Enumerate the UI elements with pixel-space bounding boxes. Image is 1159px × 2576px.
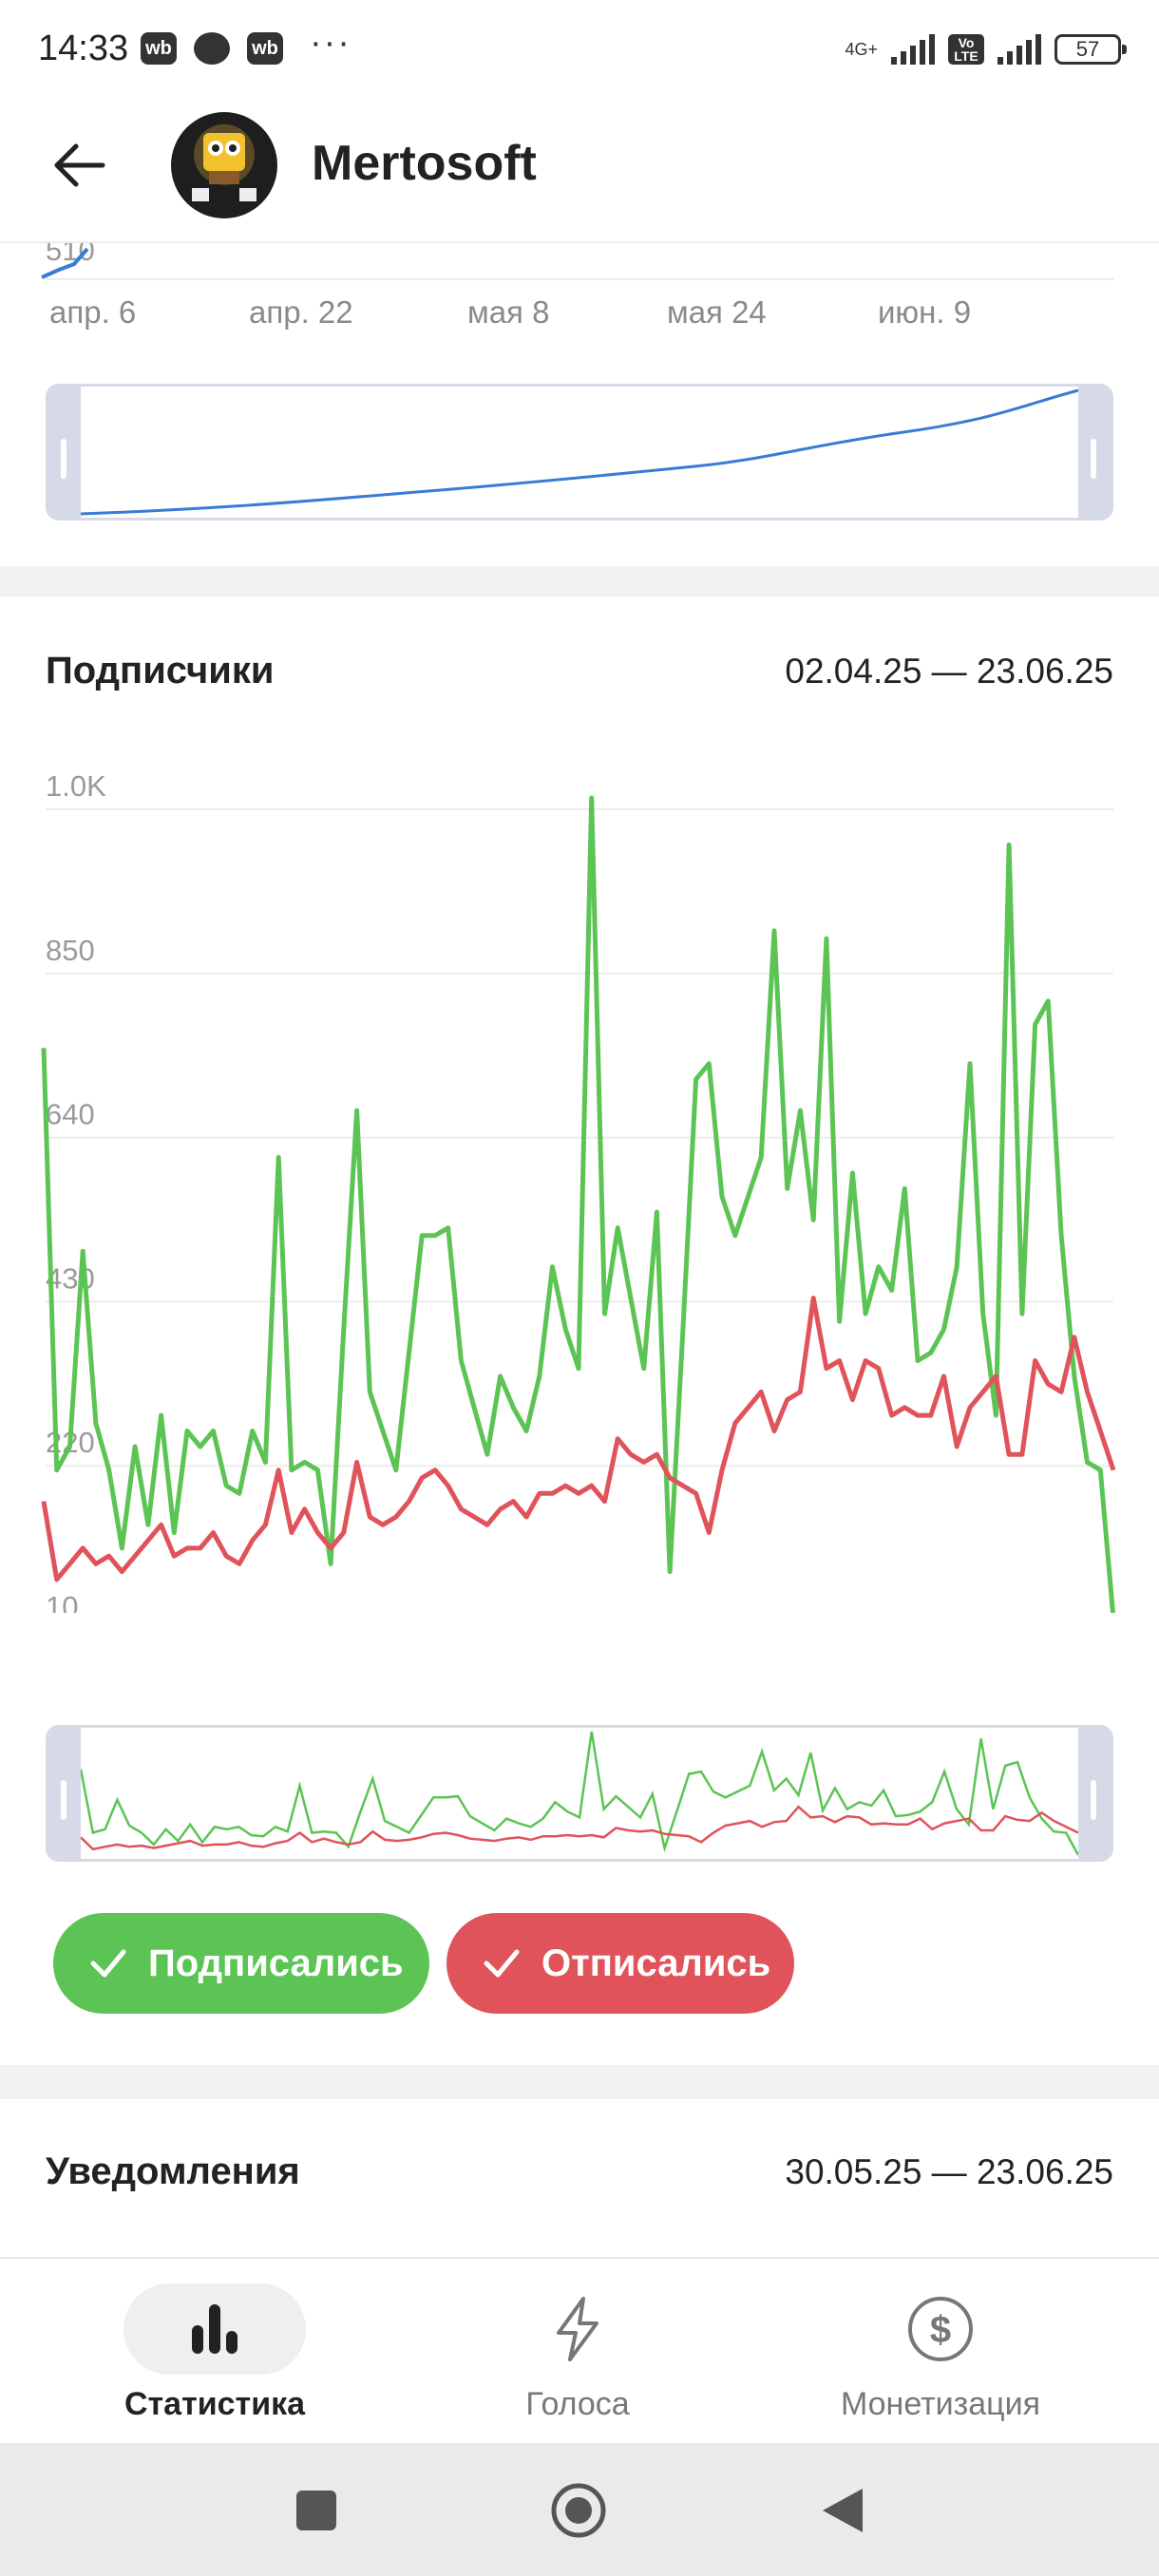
- top-x-tick: апр. 22: [249, 294, 353, 330]
- y-tick-partial: 510: [46, 243, 95, 267]
- y-tick-label: 1.0K: [46, 769, 106, 803]
- check-icon: [484, 1949, 520, 1978]
- navigator-series-line: [79, 1731, 1080, 1856]
- section-divider: [0, 566, 1159, 597]
- subscribers-range-navigator[interactable]: [46, 1725, 1113, 1862]
- volte-icon: Vo LTE: [948, 34, 984, 65]
- tab-statistics-label: Статистика: [124, 2386, 306, 2422]
- avatar[interactable]: [171, 112, 277, 218]
- top-x-tick: мая 8: [467, 294, 550, 330]
- notifications-card: Уведомления 30.05.25 — 23.06.25: [0, 2099, 1159, 2257]
- tab-monetization-label: Монетизация: [840, 2386, 1041, 2422]
- tab-votes-label: Голоса: [525, 2386, 630, 2422]
- legend-subscribed-label: Подписались: [148, 1941, 404, 1984]
- status-indicators: 4G+ Vo LTE 57: [845, 28, 1127, 70]
- check-icon: [90, 1949, 126, 1978]
- navigator-left-handle[interactable]: [48, 387, 81, 518]
- subscribers-date-range[interactable]: 02.04.25 — 23.06.25: [785, 652, 1113, 691]
- compass-notification-icon: [194, 32, 230, 65]
- tab-statistics[interactable]: Статистика: [72, 2259, 357, 2445]
- top-x-tick: апр. 6: [49, 294, 137, 330]
- triangle-back-icon[interactable]: [819, 2485, 866, 2536]
- subscribers-title: Подписчики: [46, 650, 275, 691]
- members-line-fragment: [41, 247, 89, 279]
- status-time: 14:33: [38, 28, 129, 68]
- bottom-navigation: Статистика Голоса $ Монетизация: [0, 2257, 1159, 2443]
- legend-subscribed-toggle[interactable]: Подписались: [53, 1913, 429, 2014]
- section-divider: [0, 2065, 1159, 2099]
- app-header: Mertosoft: [0, 95, 1159, 243]
- wb-notification-icon: wb: [141, 32, 177, 65]
- members-navigator-line: [80, 388, 1079, 516]
- signal-strength-icon: [891, 34, 935, 65]
- top-x-tick: мая 24: [667, 294, 767, 330]
- lightning-icon: [557, 2297, 598, 2361]
- navigator-left-handle[interactable]: [48, 1728, 81, 1859]
- members-chart-card: 510 апр. 6 апр. 22 мая 8 мая 24 июн. 9: [0, 243, 1159, 566]
- top-x-tick: июн. 9: [878, 294, 972, 330]
- signal-strength-icon-2: [998, 34, 1041, 65]
- status-bar: 14:33 wb wb ··· 4G+ Vo LTE 57: [0, 0, 1159, 95]
- series-line-unsubscribed: [41, 1296, 1116, 1582]
- subscribers-card: Подписчики 02.04.25 — 23.06.25 10 220 430 6…: [0, 597, 1159, 2065]
- square-icon[interactable]: [294, 2489, 338, 2532]
- system-navigation-bar: [0, 2443, 1159, 2576]
- navigator-series-line: [80, 1805, 1079, 1851]
- svg-text:$: $: [930, 2309, 951, 2351]
- y-tick-label: 10: [46, 1590, 78, 1613]
- notifications-title: Уведомления: [46, 2150, 300, 2192]
- tab-votes[interactable]: Голоса: [435, 2259, 720, 2445]
- y-tick-label: 640: [46, 1098, 95, 1131]
- dollar-circle-icon: $: [908, 2297, 973, 2361]
- arrow-left-icon[interactable]: [46, 131, 114, 199]
- battery-icon: 57: [1054, 34, 1127, 65]
- legend-unsubscribed-label: Отписались: [542, 1941, 771, 1984]
- legend-unsubscribed-toggle[interactable]: Отписались: [446, 1913, 794, 2014]
- tab-monetization[interactable]: $ Монетизация: [798, 2259, 1083, 2445]
- y-tick-label: 850: [46, 934, 95, 967]
- network-type: 4G+: [845, 40, 878, 59]
- circle-icon[interactable]: [549, 2481, 608, 2540]
- members-chart-plot: 510: [41, 243, 1113, 280]
- navigator-right-handle[interactable]: [1078, 1728, 1111, 1859]
- page-title: Mertosoft: [312, 136, 537, 191]
- notifications-date-range[interactable]: 30.05.25 — 23.06.25: [785, 2152, 1113, 2191]
- members-range-navigator[interactable]: [46, 384, 1113, 521]
- subscribers-navigator-lines: [79, 1731, 1080, 1856]
- more-notifications-icon: ···: [310, 23, 352, 63]
- navigator-right-handle[interactable]: [1078, 387, 1111, 518]
- bar-chart-icon: [192, 2304, 238, 2354]
- series-line-subscribed: [41, 795, 1115, 1613]
- wb-notification-icon-2: wb: [247, 32, 283, 65]
